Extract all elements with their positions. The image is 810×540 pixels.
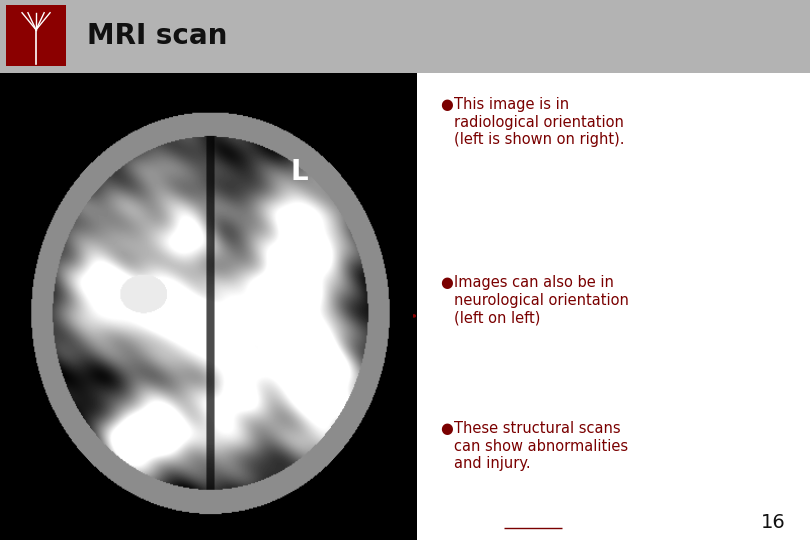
Text: This image is in
radiological orientation
(left is shown on right).: This image is in radiological orientatio…: [454, 97, 624, 147]
Text: L: L: [291, 158, 309, 186]
Bar: [6, 5, 66, 66]
Text: MRI scan: MRI scan: [87, 23, 227, 50]
Bar: [0, 0, 810, 73]
Bar: [0, 73, 417, 540]
Text: Images can also be in
neurological orientation
(left on left): Images can also be in neurological orien…: [454, 275, 629, 325]
Text: ●: ●: [440, 97, 453, 112]
Text: These structural scans
can show abnormalities
and injury.: These structural scans can show abnormal…: [454, 421, 628, 471]
Text: 16: 16: [761, 513, 786, 532]
Text: ●: ●: [440, 421, 453, 436]
Text: ●: ●: [440, 275, 453, 291]
Bar: [417, 73, 810, 540]
